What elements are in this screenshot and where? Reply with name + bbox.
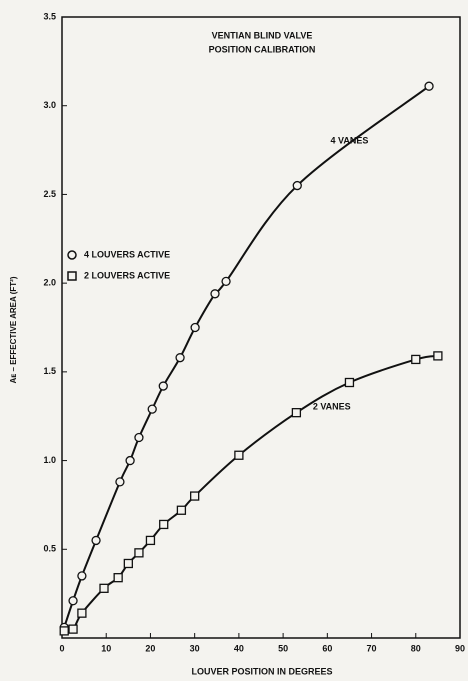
marker-square — [134, 548, 144, 558]
y-tick-label: 1.5 — [43, 366, 56, 376]
marker-square — [411, 354, 421, 365]
marker-circle — [91, 535, 101, 546]
x-tick-label: 60 — [322, 643, 332, 653]
marker-circle — [210, 289, 220, 299]
x-tick-label: 70 — [367, 643, 377, 653]
marker-square — [176, 505, 187, 515]
marker-square — [433, 351, 443, 361]
chart-title: POSITION CALIBRATION — [209, 44, 316, 54]
x-tick-label: 80 — [411, 643, 421, 653]
marker-square — [67, 271, 77, 281]
marker-square — [99, 583, 109, 593]
marker-circle — [158, 381, 168, 391]
x-tick-label: 90 — [455, 643, 465, 653]
marker-square — [291, 408, 302, 418]
x-tick-label: 30 — [190, 643, 200, 653]
y-tick-label: 3.0 — [43, 100, 56, 110]
legend-label: 2 LOUVERS ACTIVE — [84, 270, 170, 280]
marker-circle — [67, 250, 77, 260]
marker-square — [123, 558, 133, 569]
marker-circle — [190, 322, 200, 333]
plot-frame — [61, 16, 461, 639]
x-tick-label: 10 — [101, 643, 111, 653]
x-axis-label: LOUVER POSITION IN DEGREES — [191, 666, 332, 676]
y-axis-label: Aᴇ – EFFECTIVE AREA (FT²) — [9, 276, 18, 383]
marker-square — [59, 626, 69, 636]
legend-label: 4 LOUVERS ACTIVE — [84, 249, 170, 259]
y-tick-label: 0.5 — [43, 544, 56, 554]
marker-circle — [221, 276, 231, 287]
y-tick-label: 2.0 — [43, 278, 56, 288]
annotation: 2 VANES — [313, 402, 351, 412]
series-line — [64, 354, 439, 633]
marker-circle — [175, 353, 185, 363]
marker-square — [145, 535, 156, 546]
marker-circle — [125, 455, 135, 466]
marker-square — [113, 573, 123, 583]
marker-square — [159, 519, 169, 530]
chart-title: VENTIAN BLIND VALVE — [212, 30, 313, 40]
x-tick-label: 20 — [145, 643, 155, 653]
marker-circle — [77, 571, 87, 581]
y-tick-label: 1.0 — [43, 455, 56, 465]
annotation: 4 VANES — [331, 136, 369, 146]
marker-circle — [147, 404, 157, 414]
marker-square — [344, 377, 355, 388]
marker-circle — [134, 432, 144, 443]
marker-circle — [424, 81, 434, 91]
marker-circle — [292, 180, 302, 191]
x-tick-label: 40 — [234, 643, 244, 653]
series-line — [63, 85, 430, 628]
marker-square — [77, 608, 87, 618]
y-tick-label: 2.5 — [43, 189, 56, 199]
y-tick-label: 3.5 — [43, 11, 56, 21]
marker-square — [190, 491, 200, 501]
x-tick-label: 0 — [59, 643, 64, 653]
marker-circle — [68, 596, 78, 606]
marker-square — [234, 450, 244, 460]
marker-circle — [115, 477, 125, 487]
x-tick-label: 50 — [278, 643, 288, 653]
marker-square — [68, 624, 78, 634]
